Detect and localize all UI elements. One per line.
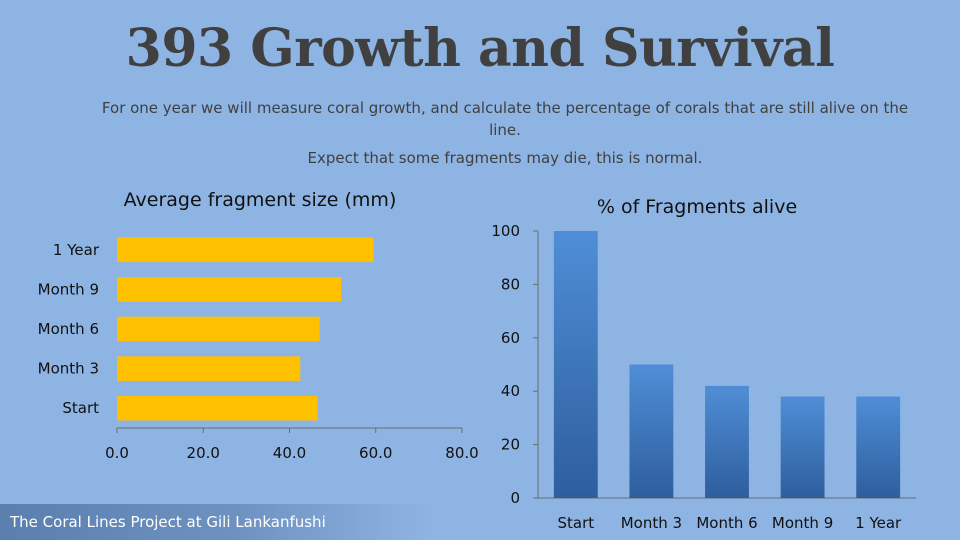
y-tick-label: 20 — [501, 436, 520, 454]
y-tick-label: 80 — [501, 275, 520, 293]
x-tick-label: 60.0 — [359, 444, 392, 462]
y-tick-label: 100 — [491, 222, 520, 240]
y-tick-label: 1 Year — [53, 241, 100, 259]
bar-1-year — [117, 237, 374, 263]
y-tick-label: Month 6 — [38, 320, 99, 338]
y-tick-label: Month 3 — [38, 360, 99, 378]
x-tick-label: Month 3 — [621, 514, 682, 532]
y-tick-label: 60 — [501, 329, 520, 347]
bar-1-year — [856, 396, 901, 498]
x-tick-label: 20.0 — [187, 444, 220, 462]
footer-text: The Coral Lines Project at Gili Lankanfu… — [10, 513, 326, 531]
x-tick-label: Start — [557, 514, 594, 532]
bar-month-3 — [629, 364, 674, 498]
chart-title: Average fragment size (mm) — [124, 189, 397, 211]
x-tick-label: Month 6 — [696, 514, 757, 532]
y-tick-label: Month 9 — [38, 280, 99, 298]
bar-month-6 — [117, 316, 320, 342]
x-tick-label: 1 Year — [855, 514, 902, 532]
bar-month-9 — [117, 277, 342, 302]
x-tick-label: 40.0 — [273, 444, 306, 462]
subtitle-line-1: For one year we will measure coral growt… — [101, 99, 909, 139]
x-tick-label: 80.0 — [445, 444, 478, 462]
subtitle-line-2: Expect that some fragments may die, this… — [307, 149, 703, 167]
chart-title: % of Fragments alive — [597, 196, 797, 218]
bar-start — [117, 395, 318, 421]
y-tick-label: 40 — [501, 382, 520, 400]
bar-month-6 — [705, 385, 749, 498]
x-tick-label: Month 9 — [772, 514, 833, 532]
fragment-size-chart: Average fragment size (mm) Start Month 3 Mo… — [38, 189, 479, 462]
bar-month-3 — [117, 356, 301, 381]
bar-start — [553, 231, 598, 498]
bar-month-9 — [780, 396, 825, 498]
page-title: 393 Growth and Survival — [125, 18, 835, 79]
y-tick-label: Start — [62, 399, 99, 417]
footer-banner: The Coral Lines Project at Gili Lankanfu… — [0, 504, 430, 540]
y-tick-label: 0 — [510, 489, 520, 507]
x-tick-label: 0.0 — [105, 444, 129, 462]
